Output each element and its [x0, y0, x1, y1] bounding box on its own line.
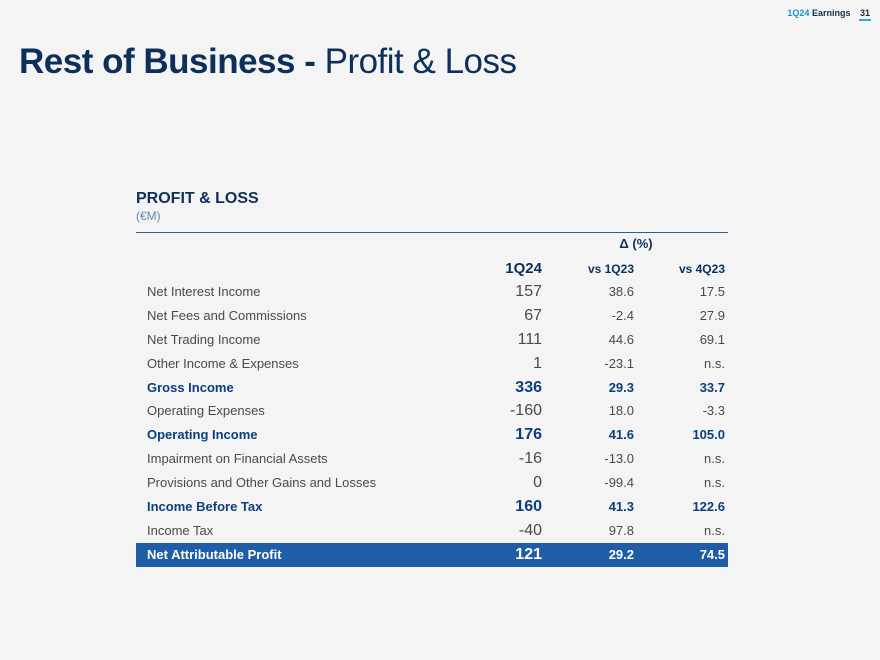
profit-loss-section: PROFIT & LOSS (€M) Δ (%) 1Q24 vs 1Q23 vs… [136, 190, 728, 567]
row-change-vs-4q23: 69.1 [699, 331, 725, 347]
table-row: Income Before Tax 160 41.3 122.6 [136, 495, 728, 519]
table-row: Other Income & Expenses 1 -23.1 n.s. [136, 352, 728, 376]
row-change-vs-1q23: -23.1 [604, 355, 634, 371]
row-change-vs-1q23: -2.4 [611, 307, 634, 323]
row-label: Operating Income [147, 427, 258, 443]
column-header-vs-1q23: vs 1Q23 [587, 262, 634, 276]
row-change-vs-1q23: 44.6 [608, 331, 634, 347]
row-change-vs-1q23: 29.3 [608, 379, 634, 395]
section-title: PROFIT & LOSS [136, 190, 259, 207]
table-row: Operating Income 176 41.6 105.0 [136, 423, 728, 447]
row-value-1q24: 336 [515, 378, 542, 396]
row-value-1q24: 67 [524, 306, 542, 324]
row-change-vs-1q23: 41.6 [608, 427, 634, 443]
table-row: Net Interest Income 157 38.6 17.5 [136, 280, 728, 304]
section-unit: (€M) [136, 209, 161, 223]
table-row: Net Attributable Profit 121 29.2 74.5 [136, 542, 728, 567]
row-value-1q24: -16 [518, 450, 542, 468]
row-change-vs-4q23: n.s. [704, 451, 725, 467]
table-row: Net Fees and Commissions 67 -2.4 27.9 [136, 304, 728, 328]
column-header-vs-4q23: vs 4Q23 [678, 262, 725, 276]
row-value-1q24: 157 [515, 283, 542, 300]
row-change-vs-4q23: 74.5 [699, 546, 725, 562]
row-label: Gross Income [147, 379, 234, 395]
table-row: Impairment on Financial Assets -16 -13.0 n.… [136, 447, 728, 471]
row-change-vs-1q23: 38.6 [608, 284, 634, 299]
table-row: Operating Expenses -160 18.0 -3.3 [136, 399, 728, 423]
row-change-vs-4q23: 105.0 [692, 427, 725, 443]
row-value-1q24: 111 [517, 330, 542, 348]
table-body: Net Interest Income 157 38.6 17.5 Net Fees a… [136, 280, 728, 567]
row-change-vs-1q23: -99.4 [604, 475, 634, 491]
row-change-vs-1q23: 41.3 [608, 499, 634, 515]
row-label: Net Attributable Profit [147, 546, 282, 562]
table-row: Gross Income 336 29.3 33.7 [136, 376, 728, 400]
row-change-vs-4q23: 33.7 [699, 379, 725, 395]
table-row: Income Tax -40 97.8 n.s. [136, 519, 728, 543]
row-label: Net Trading Income [147, 331, 261, 347]
row-change-vs-4q23: n.s. [704, 522, 725, 538]
row-change-vs-4q23: n.s. [704, 475, 725, 491]
table-row: Provisions and Other Gains and Losses 0 -9… [136, 471, 728, 495]
row-label: Income Before Tax [147, 499, 263, 515]
table-column-headers: 1Q24 vs 1Q23 vs 4Q23 [136, 260, 728, 278]
row-value-1q24: -40 [518, 521, 542, 539]
row-change-vs-1q23: 18.0 [608, 403, 634, 419]
delta-percent-header: Δ (%) [619, 236, 653, 251]
row-label: Impairment on Financial Assets [147, 451, 328, 467]
row-change-vs-4q23: n.s. [704, 355, 725, 371]
row-value-1q24: -160 [509, 402, 542, 420]
row-value-1q24: 176 [515, 426, 542, 444]
row-change-vs-4q23: -3.3 [702, 403, 725, 419]
row-label: Operating Expenses [147, 403, 265, 419]
row-change-vs-1q23: -13.0 [604, 451, 634, 467]
row-label: Other Income & Expenses [147, 355, 299, 371]
page-number: 31 [858, 8, 871, 21]
column-header-1q24: 1Q24 [505, 260, 542, 277]
row-value-1q24: 121 [515, 545, 542, 563]
table-row: Net Trading Income 111 44.6 69.1 [136, 328, 728, 352]
header-quarter: 1Q24 [787, 8, 810, 18]
page-title: Rest of Business - Profit & Loss [19, 40, 517, 84]
row-value-1q24: 160 [515, 498, 542, 516]
row-value-1q24: 0 [533, 474, 542, 492]
row-change-vs-1q23: 29.2 [608, 546, 634, 562]
row-value-1q24: 1 [533, 354, 542, 372]
row-change-vs-4q23: 27.9 [699, 307, 725, 323]
page-title-light: Profit & Loss [324, 42, 517, 81]
row-change-vs-1q23: 97.8 [608, 522, 634, 538]
section-divider [136, 232, 728, 233]
row-label: Provisions and Other Gains and Losses [147, 475, 377, 491]
page-title-bold: Rest of Business - [19, 42, 316, 81]
row-label: Net Interest Income [147, 284, 261, 299]
row-change-vs-4q23: 122.6 [692, 499, 725, 515]
row-label: Net Fees and Commissions [147, 307, 307, 323]
row-change-vs-4q23: 17.5 [699, 284, 725, 299]
page-header-tag: 1Q24 Earnings 31 [787, 8, 871, 21]
row-label: Income Tax [147, 522, 214, 538]
header-earnings-label: Earnings [811, 8, 851, 18]
